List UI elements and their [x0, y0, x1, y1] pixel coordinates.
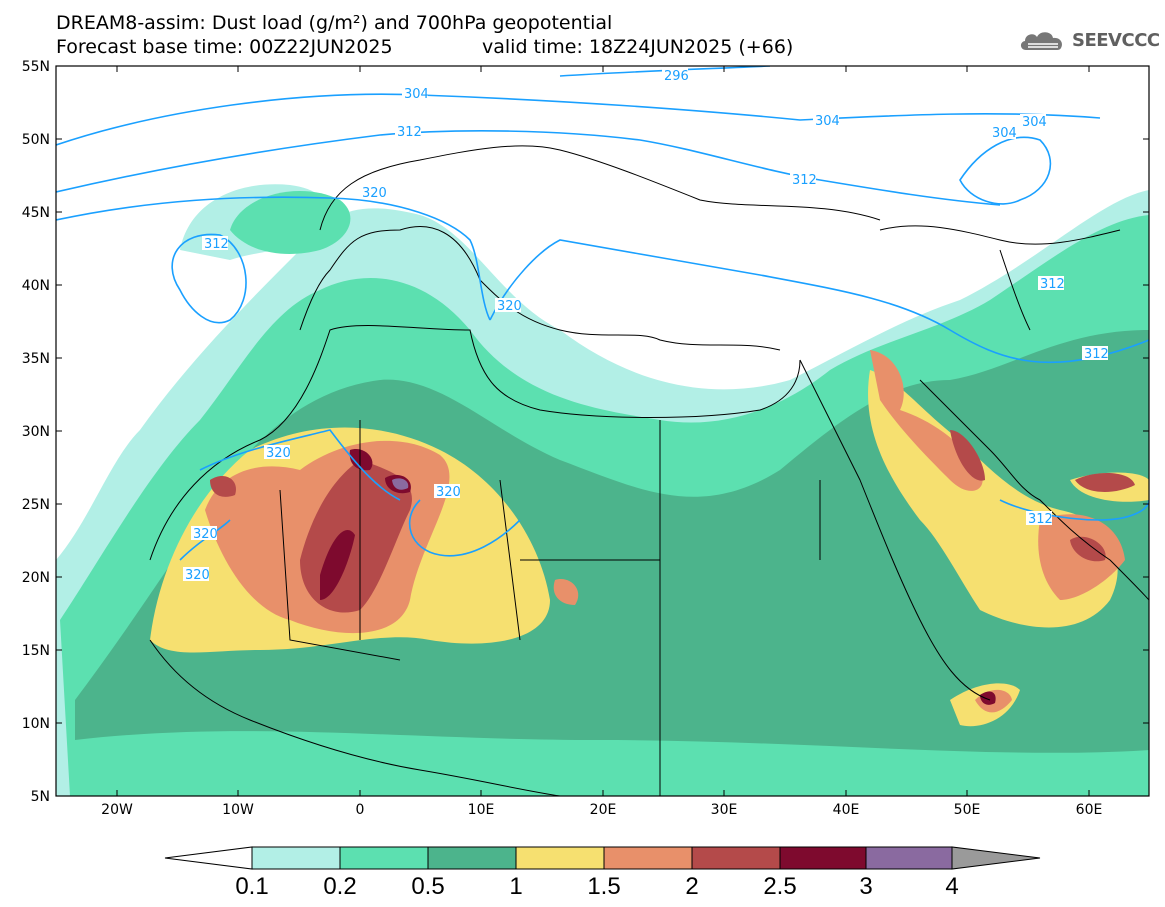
lat-label: 10N	[22, 716, 50, 732]
dust-field: 296 304 304 304 304 312 312 312 312 312 …	[56, 66, 1149, 796]
colorbar-label: 0.1	[235, 873, 268, 900]
colorbar-label: 3	[859, 873, 872, 900]
lon-label: 20W	[101, 802, 133, 818]
contour-label-312c: 312	[204, 237, 229, 252]
cloud-icon	[1020, 32, 1063, 50]
lat-label: 25N	[22, 497, 50, 513]
lat-label: 35N	[22, 351, 50, 367]
colorbar-swatch-0.2	[339, 846, 429, 870]
contour-label-320e: 320	[193, 527, 218, 542]
forecast-base-time: Forecast base time: 00Z22JUN2025	[56, 36, 393, 58]
lon-label: 60E	[1076, 802, 1103, 818]
colorbar-max-arrow	[951, 846, 1041, 870]
colorbar: 0.1 0.2 0.5 1 1.5 2 2.5 3 4	[164, 846, 1041, 900]
lat-axis: 55N 50N 45N 40N 35N 30N 25N 20N 15N 10N …	[22, 59, 1149, 805]
lat-label: 45N	[22, 205, 50, 221]
map-title: DREAM8-assim: Dust load (g/m²) and 700hP…	[56, 12, 613, 34]
lon-axis: 20W 10W 0 10E 20E 30E 40E 50E 60E	[101, 66, 1102, 818]
contour-label-312: 312	[397, 125, 422, 140]
colorbar-swatch-3	[865, 846, 953, 870]
lon-label: 10W	[222, 802, 254, 818]
contour-label-296: 296	[664, 69, 689, 84]
contour-label-304b: 304	[815, 114, 840, 129]
colorbar-label: 1	[509, 873, 522, 900]
lon-label: 10E	[468, 802, 495, 818]
lat-label: 5N	[31, 789, 50, 805]
lon-label: 50E	[954, 802, 981, 818]
colorbar-label: 0.2	[323, 873, 356, 900]
logo-text: SEEVCCC	[1072, 29, 1160, 51]
lon-label: 30E	[711, 802, 738, 818]
colorbar-min-arrow	[164, 846, 253, 870]
colorbar-swatch-1.5	[603, 846, 693, 870]
dust-band-2.5	[320, 529, 355, 600]
colorbar-label: 4	[945, 873, 958, 900]
lat-label: 15N	[22, 643, 50, 659]
colorbar-swatch-2	[691, 846, 781, 870]
lon-label: 20E	[590, 802, 617, 818]
geopotential-contours	[56, 66, 1149, 561]
contour-label-320: 320	[362, 186, 387, 201]
colorbar-label: 0.5	[411, 873, 444, 900]
lat-label: 40N	[22, 278, 50, 294]
seevccc-logo: SEEVCCC	[1018, 26, 1160, 54]
colorbar-swatch-0.5	[427, 846, 517, 870]
lon-label: 0	[356, 802, 365, 818]
contour-label-320b: 320	[497, 299, 522, 314]
lon-label: 40E	[833, 802, 860, 818]
contour-label-320d: 320	[436, 485, 461, 500]
contour-label-312f: 312	[1028, 512, 1053, 527]
contour-label-304: 304	[404, 87, 429, 102]
valid-time: valid time: 18Z24JUN2025 (+66)	[482, 36, 794, 58]
coastlines	[149, 145, 1149, 796]
contour-label-304c: 304	[992, 126, 1017, 141]
contour-label-312e: 312	[1084, 347, 1109, 362]
lat-label: 55N	[22, 59, 50, 75]
contour-label-320f: 320	[185, 568, 210, 583]
colorbar-swatch-1	[515, 846, 605, 870]
dust-band-3	[392, 478, 409, 490]
colorbar-label: 1.5	[587, 873, 620, 900]
contour-label-320c: 320	[266, 446, 291, 461]
contour-label-312d: 312	[1040, 277, 1065, 292]
colorbar-swatch-2.5	[779, 846, 867, 870]
lat-label: 50N	[22, 132, 50, 148]
colorbar-label: 2.5	[763, 873, 796, 900]
lat-label: 20N	[22, 570, 50, 586]
contour-label-312b: 312	[792, 173, 817, 188]
contour-label-group: 296 304 304 304 304 312 312 312 312 312 …	[183, 68, 1109, 583]
contour-label-304d: 304	[1022, 115, 1047, 130]
colorbar-swatch-0.1	[251, 846, 341, 870]
lat-label: 30N	[22, 424, 50, 440]
colorbar-label: 2	[685, 873, 698, 900]
